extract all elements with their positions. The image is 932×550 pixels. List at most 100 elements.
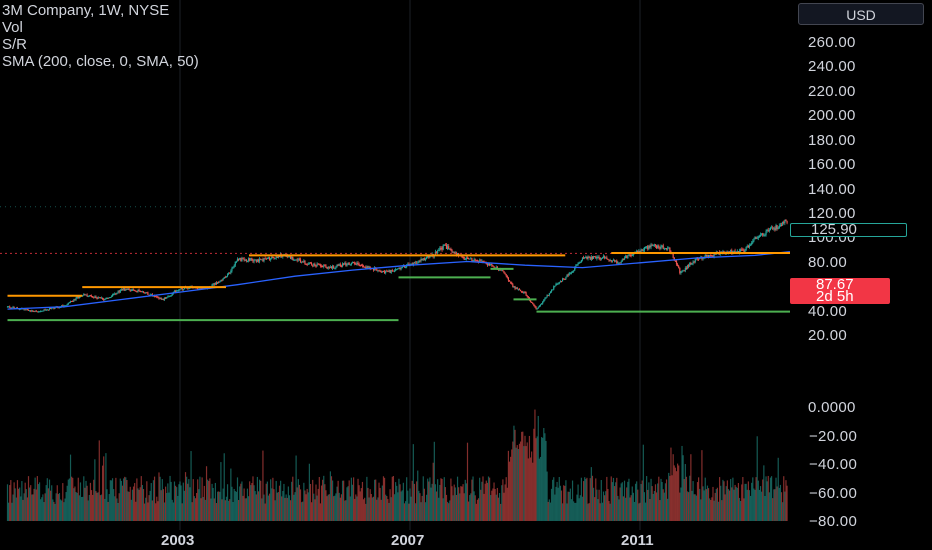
- symbol-title[interactable]: 3M Company, 1W, NYSE: [2, 2, 170, 19]
- candle-body: [356, 262, 358, 265]
- volume-bar: [148, 495, 150, 521]
- volume-bar: [165, 486, 167, 521]
- candle-body: [646, 246, 648, 248]
- volume-bar: [88, 494, 90, 521]
- volume-bar: [78, 495, 80, 521]
- candle-body: [514, 286, 516, 289]
- candle-body: [777, 227, 779, 229]
- candle-body: [155, 296, 157, 298]
- candle-body: [463, 256, 465, 260]
- volume-bar: [450, 478, 452, 521]
- candle-body: [563, 278, 565, 280]
- volume-bar: [683, 479, 685, 521]
- volume-bar: [717, 501, 720, 521]
- volume-bar: [448, 503, 450, 521]
- volume-bar: [643, 492, 646, 521]
- candle-body: [13, 306, 15, 309]
- volume-bar: [315, 484, 317, 521]
- volume-bar: [45, 485, 47, 521]
- candle-body: [271, 256, 273, 259]
- candle-body: [74, 299, 76, 301]
- candle-body: [236, 258, 239, 262]
- volume-bar: [329, 471, 331, 521]
- candle-body: [368, 266, 370, 268]
- volume-bar: [345, 500, 347, 521]
- candle-body: [678, 266, 680, 268]
- volume-bar: [777, 457, 779, 521]
- candle-body: [168, 296, 170, 298]
- support-resistance-indicator-label[interactable]: S/R: [2, 36, 28, 53]
- candle-body: [780, 225, 783, 227]
- candle-body: [169, 295, 171, 297]
- candle-body: [25, 309, 27, 311]
- volume-bar: [286, 497, 288, 521]
- volume-bar: [626, 487, 628, 521]
- price-axis[interactable]: 260.00 240.00 220.00 200.00 180.00 160.00 140.…: [790, 0, 932, 530]
- candle-body: [340, 266, 343, 268]
- volume-bar: [710, 500, 712, 521]
- candle-body: [167, 296, 169, 298]
- candle-body: [331, 266, 334, 269]
- price-chart[interactable]: [0, 0, 790, 530]
- currency-button[interactable]: USD: [798, 3, 924, 25]
- candle-body: [96, 297, 98, 299]
- candle-body: [693, 261, 695, 263]
- volume-bar: [221, 499, 223, 521]
- candle-body: [19, 309, 21, 311]
- volume-bar: [728, 490, 731, 521]
- candle-body: [543, 299, 545, 302]
- candle-body: [755, 237, 757, 239]
- volume-bar: [571, 480, 574, 521]
- candle-body: [595, 256, 597, 259]
- volume-bar: [733, 489, 735, 521]
- candle-body: [524, 292, 526, 294]
- candle-body: [34, 310, 36, 312]
- volume-bar: [301, 502, 303, 521]
- volume-bar: [503, 492, 505, 521]
- volume-bar: [560, 490, 563, 521]
- volume-bar: [75, 492, 77, 521]
- volume-bar: [576, 494, 578, 521]
- volume-bar: [423, 488, 425, 521]
- candle-body: [390, 270, 392, 273]
- candle-body: [657, 245, 659, 249]
- candle-body: [166, 296, 168, 299]
- volume-bar: [574, 502, 576, 521]
- volume-indicator-label[interactable]: Vol: [2, 19, 23, 36]
- volume-bar: [43, 502, 45, 521]
- candle-body: [38, 311, 41, 313]
- candle-body: [386, 270, 388, 272]
- candle-body: [10, 307, 12, 309]
- volume-bar: [421, 495, 423, 521]
- volume-bar: [339, 497, 341, 521]
- candle-body: [557, 283, 559, 285]
- volume-bar: [557, 487, 559, 521]
- volume-bar: [370, 493, 372, 521]
- volume-bar: [257, 491, 260, 521]
- volume-bar: [706, 485, 709, 521]
- candle-body: [773, 228, 775, 230]
- candle-body: [745, 246, 747, 250]
- volume-bar: [10, 480, 12, 521]
- volume-bar: [477, 498, 480, 521]
- volume-bar: [610, 476, 612, 521]
- candle-body: [333, 266, 335, 269]
- candle-body: [257, 259, 260, 262]
- volume-bar: [348, 480, 350, 521]
- volume-bar: [487, 476, 490, 521]
- volume-bar: [755, 477, 757, 521]
- candle-body: [252, 260, 254, 262]
- candle-body: [558, 282, 560, 284]
- candle-body: [424, 258, 427, 261]
- volume-bar: [85, 480, 87, 521]
- candle-body: [445, 244, 448, 249]
- volume-bar: [658, 476, 660, 521]
- candle-body: [516, 287, 518, 290]
- candle-body: [277, 256, 280, 258]
- sma-indicator-label[interactable]: SMA (200, close, 0, SMA, 50): [2, 53, 199, 70]
- candle-body: [705, 254, 707, 257]
- candle-body: [440, 247, 442, 249]
- volume-bar: [569, 488, 571, 521]
- volume-bar: [281, 496, 283, 521]
- volume-bar: [126, 480, 128, 521]
